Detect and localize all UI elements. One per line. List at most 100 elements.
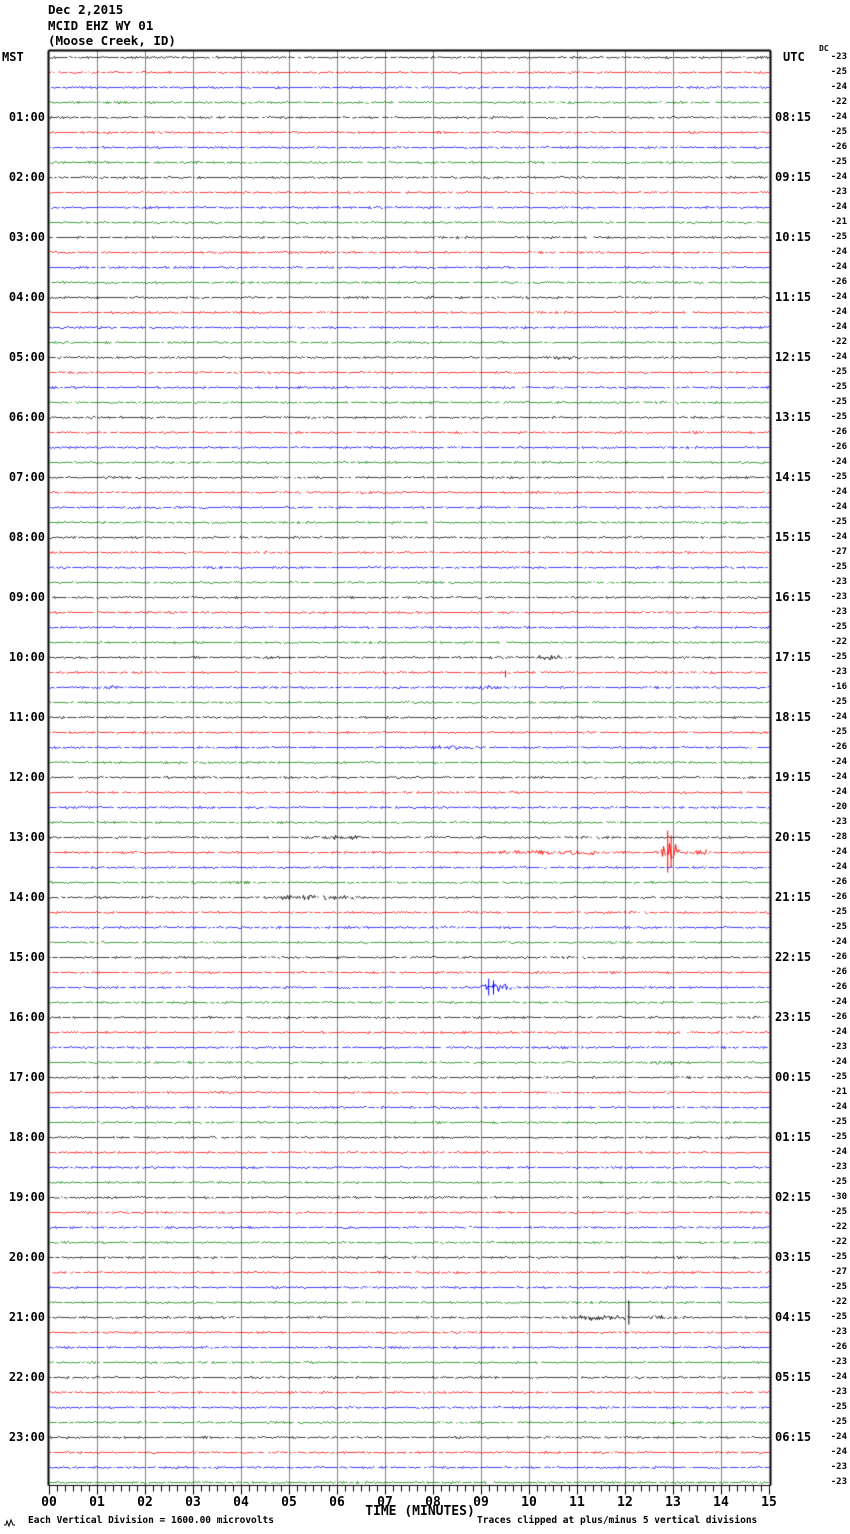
dc-offset-value: -25 [830, 127, 847, 137]
dc-offset-value: -24 [830, 1102, 847, 1112]
dc-offset-value: -24 [830, 247, 847, 257]
x-tick-label: 14 [713, 1495, 729, 1510]
mst-hour-label: 03:00 [8, 230, 45, 244]
dc-offset-value: -24 [830, 772, 847, 782]
dc-offset-value: -26 [830, 142, 847, 152]
dc-offset-value: -23 [830, 1462, 847, 1472]
dc-offset-value: -25 [830, 412, 847, 422]
dc-offset-value: -25 [830, 1402, 847, 1412]
dc-offset-value: -24 [830, 1432, 847, 1442]
dc-column-label: DC [819, 44, 829, 53]
dc-offset-value: -24 [830, 457, 847, 467]
dc-offset-value: -26 [830, 877, 847, 887]
utc-hour-label: 23:15 [775, 1010, 812, 1024]
dc-offset-value: -25 [830, 472, 847, 482]
x-tick-label: 07 [377, 1495, 393, 1510]
record-date: Dec 2,2015 [48, 2, 124, 17]
dc-offset-value: -24 [830, 712, 847, 722]
dc-offset-value: -23 [830, 1327, 847, 1337]
dc-offset-value: -25 [830, 622, 847, 632]
dc-offset-value: -24 [830, 532, 847, 542]
dc-offset-value: -20 [830, 802, 847, 812]
utc-hour-label: 22:15 [775, 950, 812, 964]
dc-offset-value: -24 [830, 997, 847, 1007]
dc-offset-value: -26 [830, 1012, 847, 1022]
dc-offset-value: -25 [830, 67, 847, 77]
utc-hour-label: 19:15 [775, 770, 812, 784]
dc-offset-value: -26 [830, 742, 847, 752]
dc-offset-value: -26 [830, 967, 847, 977]
dc-offset-value: -24 [830, 112, 847, 122]
utc-hour-label: 06:15 [775, 1430, 812, 1444]
mst-hour-label: 18:00 [8, 1130, 45, 1144]
mst-hour-label: 10:00 [8, 650, 45, 664]
dc-offset-value: -25 [830, 1252, 847, 1262]
dc-offset-value: -25 [830, 1117, 847, 1127]
dc-offset-value: -25 [830, 1207, 847, 1217]
dc-offset-value: -23 [830, 1477, 847, 1487]
dc-offset-value: -26 [830, 277, 847, 287]
mst-hour-label: 04:00 [8, 290, 45, 304]
dc-offset-value: -22 [830, 337, 847, 347]
station-location: (Moose Creek, ID) [48, 33, 176, 48]
dc-offset-value: -25 [830, 397, 847, 407]
dc-offset-value: -24 [830, 862, 847, 872]
mst-hour-label: 14:00 [8, 890, 45, 904]
mst-hour-label: 19:00 [8, 1190, 45, 1204]
utc-hour-label: 05:15 [775, 1370, 812, 1384]
dc-offset-value: -25 [830, 382, 847, 392]
dc-offset-value: -23 [830, 1042, 847, 1052]
dc-offset-value: -25 [830, 1177, 847, 1187]
dc-offset-value: -25 [830, 517, 847, 527]
mst-hour-label: 15:00 [8, 950, 45, 964]
mst-hour-label: 13:00 [8, 830, 45, 844]
footer-scale-note: Each Vertical Division = 1600.00 microvo… [28, 1515, 274, 1526]
dc-offset-value: -23 [830, 592, 847, 602]
dc-offset-value: -24 [830, 262, 847, 272]
mst-hour-label: 07:00 [8, 470, 45, 484]
mst-hour-label: 22:00 [8, 1370, 45, 1384]
utc-hour-label: 13:15 [775, 410, 812, 424]
x-tick-label: 03 [185, 1495, 201, 1510]
dc-offset-value: -24 [830, 322, 847, 332]
dc-offset-value: -25 [830, 1132, 847, 1142]
right-timezone-label: UTC [783, 50, 805, 64]
dc-offset-value: -24 [830, 847, 847, 857]
mst-hour-label: 23:00 [8, 1430, 45, 1444]
mst-hour-label: 09:00 [8, 590, 45, 604]
station-code: MCID EHZ WY 01 [48, 17, 154, 33]
dc-offset-value: -24 [830, 172, 847, 182]
logo-squiggle-icon [4, 1518, 15, 1527]
x-tick-label: 04 [233, 1495, 249, 1510]
mst-hour-label: 01:00 [8, 110, 45, 124]
x-tick-label: 06 [329, 1495, 345, 1510]
dc-offset-value: -25 [830, 697, 847, 707]
dc-offset-value: -25 [830, 367, 847, 377]
dc-offset-value: -23 [830, 577, 847, 587]
mst-hour-label: 21:00 [8, 1310, 45, 1324]
dc-offset-value: -23 [830, 52, 847, 62]
dc-offset-value: -26 [830, 427, 847, 437]
x-tick-label: 10 [521, 1495, 537, 1510]
dc-offset-value: -25 [830, 232, 847, 242]
plot-header: Dec 2,2015 MCID EHZ WY 01 (Moose Creek, … [48, 2, 176, 49]
dc-offset-value: -22 [830, 1297, 847, 1307]
dc-offset-value: -22 [830, 637, 847, 647]
footer-clip-note: Traces clipped at plus/minus 5 vertical … [477, 1515, 758, 1526]
dc-offset-value: -24 [830, 202, 847, 212]
mst-hour-label: 20:00 [8, 1250, 45, 1264]
utc-hour-label: 21:15 [775, 890, 812, 904]
dc-offset-value: -25 [830, 157, 847, 167]
dc-offset-value: -25 [830, 907, 847, 917]
dc-offset-value: -23 [830, 817, 847, 827]
mst-hour-label: 02:00 [8, 170, 45, 184]
dc-offset-value: -26 [830, 892, 847, 902]
dc-offset-value: -24 [830, 1147, 847, 1157]
x-axis-title: TIME (MINUTES) [365, 1504, 475, 1519]
x-tick-label: 15 [761, 1495, 777, 1510]
dc-offset-value: -30 [830, 1192, 847, 1202]
dc-offset-value: -24 [830, 787, 847, 797]
dc-offset-value: -25 [830, 1417, 847, 1427]
dc-offset-value: -23 [830, 667, 847, 677]
